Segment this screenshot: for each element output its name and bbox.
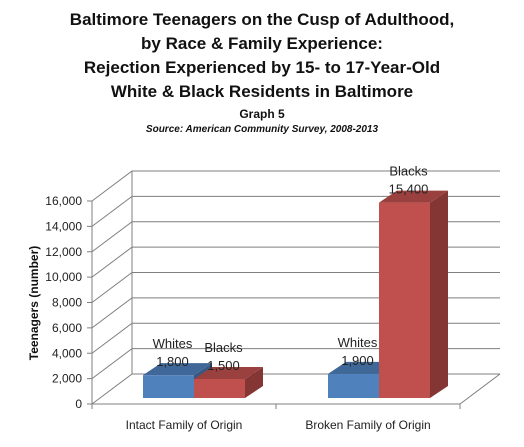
data-label: 1,900	[341, 353, 374, 368]
y-tick-label: 0	[75, 397, 82, 411]
data-label: 1,800	[156, 354, 189, 369]
grid-layer	[87, 170, 501, 409]
y-tick-label: 4,000	[52, 346, 82, 360]
chart-source: Source: American Community Survey, 2008-…	[145, 124, 379, 135]
bar-side	[430, 190, 448, 398]
data-label: 15,400	[389, 182, 429, 197]
y-tick-label: 10,000	[45, 270, 82, 284]
bar-top	[379, 190, 448, 203]
bars-layer	[143, 190, 448, 398]
chart-subtitle: Graph 5	[239, 107, 285, 121]
series-name-label: Blacks	[389, 164, 428, 179]
data-label: 1,500	[207, 358, 240, 373]
chart-title-line-3: Rejection Experienced by 15- to 17-Year-…	[83, 58, 441, 77]
x-tick-label: Broken Family of Origin	[305, 418, 430, 432]
y-axis-label: Teenagers (number)	[27, 246, 41, 360]
y-tick-label: 8,000	[52, 296, 82, 310]
chart-title-line-4: White & Black Residents in Baltimore	[110, 82, 414, 101]
series-name-label: Blacks	[204, 340, 243, 355]
bar-top	[194, 366, 263, 379]
bar-blacks-1	[379, 202, 430, 398]
series-name-label: Whites	[338, 335, 378, 350]
bar-whites-0	[143, 375, 194, 398]
bar-blacks-0	[194, 378, 245, 398]
y-tick-label: 2,000	[52, 372, 82, 386]
y-tick-label: 6,000	[52, 321, 82, 335]
chart-title-line-2: by Race & Family Experience:	[141, 34, 383, 53]
y-tick-label: 16,000	[45, 194, 82, 208]
bar-whites-1	[328, 373, 379, 398]
bar-side	[245, 366, 263, 398]
y-tick-label: 14,000	[45, 219, 82, 233]
labels-layer: 0 2,000 4,000 6,000 8,000 10,000 12,000 14,000 1…	[45, 164, 430, 432]
y-tick-label: 12,000	[45, 245, 82, 259]
series-name-label: Whites	[153, 336, 193, 351]
bar-top	[143, 363, 212, 376]
chart-title-line-1: Baltimore Teenagers on the Cusp of Adult…	[69, 10, 455, 29]
x-tick-label: Intact Family of Origin	[126, 418, 243, 432]
